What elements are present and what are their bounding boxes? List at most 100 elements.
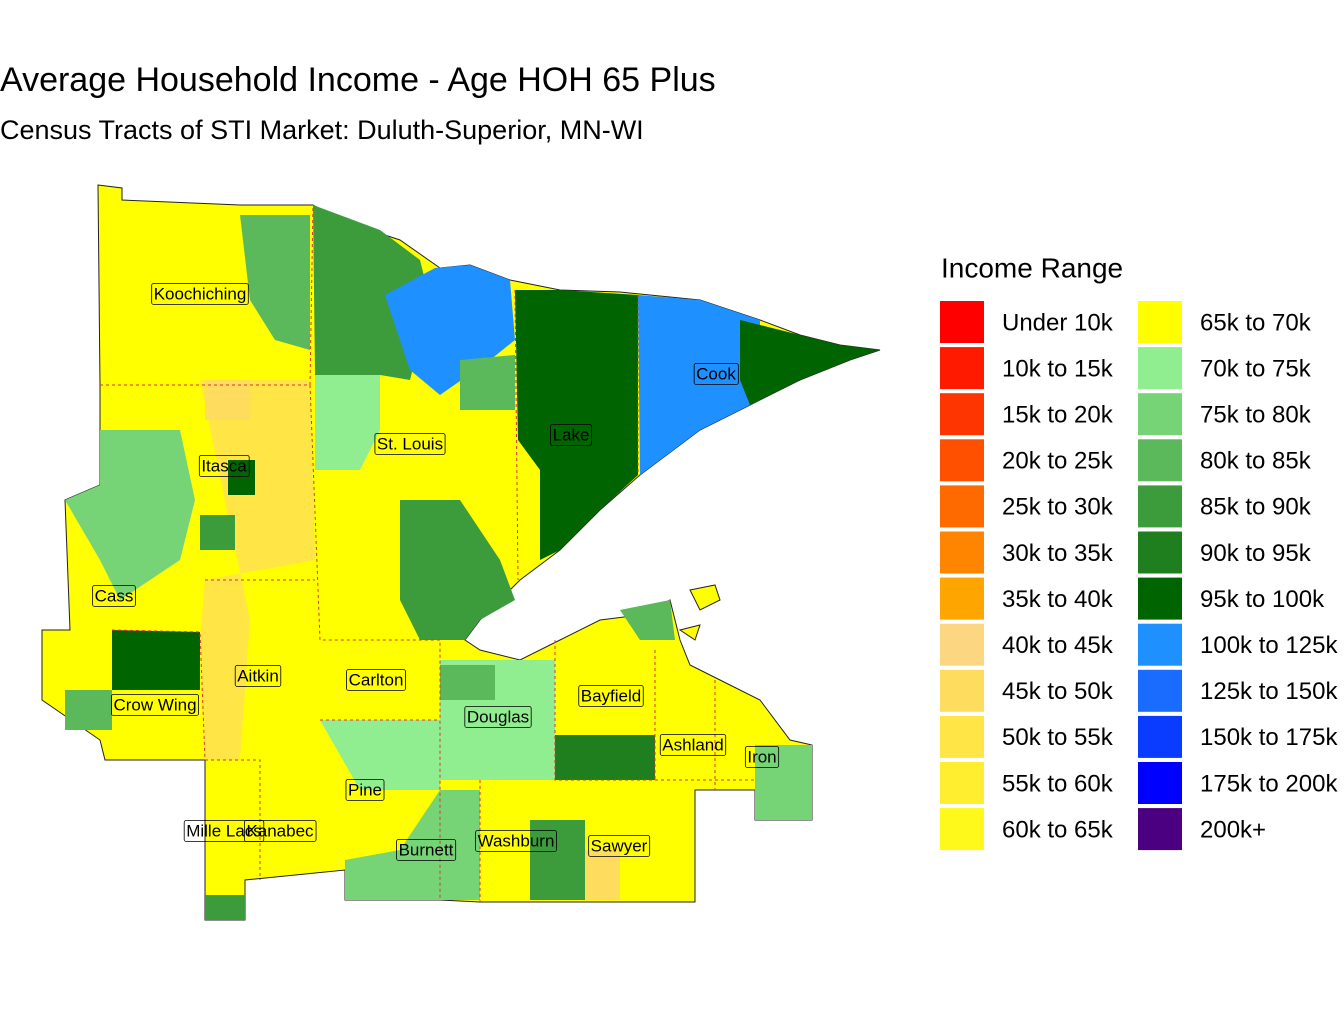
legend-swatch — [940, 669, 984, 712]
legend-label: 200k+ — [1200, 816, 1266, 843]
legend-swatch — [1138, 623, 1182, 666]
legend-swatch — [940, 623, 984, 666]
county-labels: Koochiching Itasca St. Louis Lake Cook C… — [92, 283, 780, 861]
county-label: Burnett — [399, 840, 454, 859]
legend-swatch — [940, 485, 984, 528]
region — [460, 355, 515, 410]
county-label: Ashland — [662, 735, 723, 754]
county-label-box — [693, 363, 739, 385]
region — [200, 515, 235, 550]
county-label: Mille Lacs — [186, 821, 262, 840]
legend: Under 10k 10k to 15k 15k to 20k 20k to 25k 2… — [940, 301, 1338, 851]
legend-swatch — [1138, 715, 1182, 758]
region — [638, 295, 760, 475]
island — [689, 584, 721, 611]
legend-swatch — [1138, 669, 1182, 712]
region — [112, 630, 200, 690]
county-label-box — [464, 706, 532, 728]
region — [585, 850, 620, 900]
county-label-box — [475, 830, 557, 852]
legend-swatch — [940, 393, 984, 436]
region — [315, 375, 380, 470]
subtitle: Census Tracts of STI Market: Duluth-Supe… — [0, 115, 644, 145]
legend-swatch — [940, 762, 984, 804]
county-label-box — [374, 433, 446, 455]
region — [65, 690, 112, 730]
legend-label: 35k to 40k — [1002, 586, 1114, 613]
county-label: Pine — [348, 780, 382, 799]
legend-swatch — [940, 301, 984, 343]
legend-swatch — [940, 715, 984, 758]
region — [228, 460, 255, 495]
legend-swatch — [1138, 531, 1182, 574]
county-label: Kanabec — [246, 821, 314, 840]
county-label-box — [588, 835, 651, 857]
region — [240, 215, 310, 350]
legend-label: 100k to 125k — [1200, 632, 1338, 659]
county-label: Bayfield — [581, 686, 641, 705]
county-label-box — [234, 665, 282, 687]
county-label: Lake — [553, 425, 590, 444]
legend-label: 55k to 60k — [1002, 770, 1114, 797]
county-border — [514, 289, 519, 581]
legend-label: 20k to 25k — [1002, 448, 1114, 475]
region — [65, 430, 195, 600]
county-label: St. Louis — [377, 434, 443, 453]
county-label: Cass — [95, 586, 134, 605]
county-label-box — [578, 685, 644, 707]
legend-label: 75k to 80k — [1200, 402, 1312, 429]
legend-swatch — [1138, 808, 1182, 851]
legend-label: 95k to 100k — [1200, 586, 1325, 613]
region — [555, 735, 655, 780]
county-label: Cook — [696, 364, 736, 383]
county-label: Aitkin — [237, 666, 279, 685]
county-label-box — [346, 669, 406, 691]
county-label: Iron — [747, 747, 776, 766]
legend-swatch — [1138, 577, 1182, 620]
legend-label: 10k to 15k — [1002, 355, 1114, 382]
title: Average Household Income - Age HOH 65 Pl… — [0, 61, 716, 99]
map — [41, 184, 881, 921]
legend-swatch — [940, 347, 984, 390]
county-label: Washburn — [478, 831, 555, 850]
legend-label: 45k to 50k — [1002, 678, 1114, 705]
county-label-box — [659, 734, 727, 756]
legend-label: 25k to 30k — [1002, 494, 1114, 521]
legend-label: 175k to 200k — [1200, 770, 1338, 797]
region — [205, 380, 250, 420]
region — [755, 745, 812, 820]
legend-label: 80k to 85k — [1200, 448, 1312, 475]
legend-swatch — [1138, 762, 1182, 804]
county-label-box — [151, 283, 249, 305]
legend-swatch — [1138, 393, 1182, 436]
region — [740, 320, 880, 405]
region — [345, 790, 480, 900]
county-label-box — [744, 746, 780, 768]
legend-label: 30k to 35k — [1002, 540, 1114, 567]
legend-label: 60k to 65k — [1002, 816, 1114, 843]
legend-label: 15k to 20k — [1002, 402, 1114, 429]
county-label: Sawyer — [591, 836, 648, 855]
legend-label: 65k to 70k — [1200, 309, 1312, 336]
island — [678, 624, 701, 641]
region — [400, 500, 515, 640]
legend-label: 50k to 55k — [1002, 724, 1114, 751]
region — [515, 290, 638, 560]
legend-label: Under 10k — [1002, 309, 1114, 336]
legend-swatch — [940, 439, 984, 482]
region — [440, 665, 495, 700]
county-label-box — [183, 820, 265, 842]
legend-label: 40k to 45k — [1002, 632, 1114, 659]
county-label-box — [244, 820, 317, 842]
county-label: Crow Wing — [113, 695, 196, 714]
county-border — [309, 384, 441, 900]
county-label-box — [111, 694, 199, 716]
legend-label: 150k to 175k — [1200, 724, 1338, 751]
county-label: Itasca — [201, 456, 247, 475]
legend-swatch — [940, 531, 984, 574]
legend-swatch — [1138, 347, 1182, 390]
county-label-box — [92, 585, 136, 607]
legend-label: 125k to 150k — [1200, 678, 1338, 705]
legend-swatch — [1138, 439, 1182, 482]
